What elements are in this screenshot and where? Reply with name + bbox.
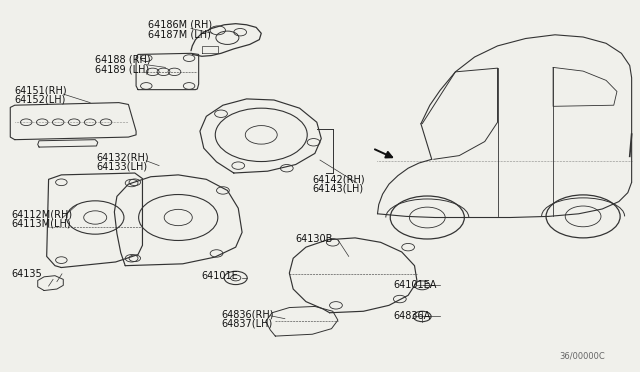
Text: 64187M (LH): 64187M (LH) [148,29,211,39]
Text: 64101EA: 64101EA [394,280,437,290]
Text: 64189 (LH): 64189 (LH) [95,64,150,74]
Text: 36/00000C: 36/00000C [559,352,605,361]
Text: 64186M (RH): 64186M (RH) [148,20,212,30]
Text: 64143(LH): 64143(LH) [312,184,364,193]
Text: 64133(LH): 64133(LH) [97,161,148,171]
Text: 64130B: 64130B [296,234,333,244]
Text: 64837(LH): 64837(LH) [221,319,272,329]
Text: 64836A: 64836A [394,311,431,321]
Text: 64132(RH): 64132(RH) [97,152,149,162]
Text: 64142(RH): 64142(RH) [312,174,365,185]
Text: 64188 (RH): 64188 (RH) [95,55,151,65]
Text: 64112M(RH): 64112M(RH) [11,209,72,219]
Text: 64151(RH): 64151(RH) [15,86,67,95]
Text: 64113M(LH): 64113M(LH) [11,219,70,229]
Text: 64836(RH): 64836(RH) [221,310,273,320]
Text: 64152(LH): 64152(LH) [15,94,66,105]
Text: 64101E: 64101E [202,271,239,281]
Text: 64135: 64135 [11,269,42,279]
